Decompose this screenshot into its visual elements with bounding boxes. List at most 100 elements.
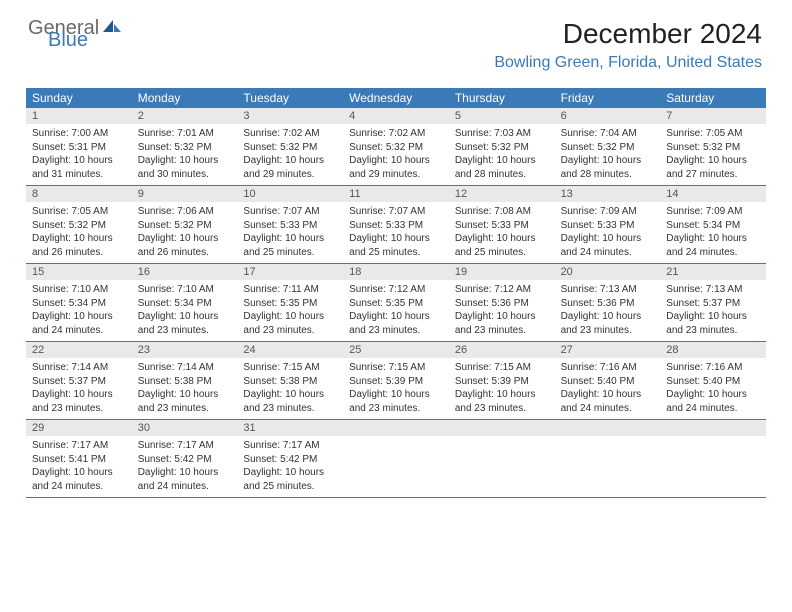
sunrise-text: Sunrise: 7:09 AM	[561, 205, 655, 219]
logo-text-blue: Blue	[48, 31, 123, 49]
sunset-text: Sunset: 5:32 PM	[32, 219, 126, 233]
week-row: 8Sunrise: 7:05 AMSunset: 5:32 PMDaylight…	[26, 186, 766, 264]
sunrise-text: Sunrise: 7:04 AM	[561, 127, 655, 141]
day-header-friday: Friday	[555, 88, 661, 108]
calendar-cell: 28Sunrise: 7:16 AMSunset: 5:40 PMDayligh…	[660, 342, 766, 419]
day-number: 28	[660, 342, 766, 358]
day-number: 11	[343, 186, 449, 202]
day-body: Sunrise: 7:16 AMSunset: 5:40 PMDaylight:…	[660, 358, 766, 419]
day-number: 14	[660, 186, 766, 202]
daylight-text: Daylight: 10 hours and 25 minutes.	[455, 232, 549, 259]
week-row: 15Sunrise: 7:10 AMSunset: 5:34 PMDayligh…	[26, 264, 766, 342]
day-number: 26	[449, 342, 555, 358]
sunrise-text: Sunrise: 7:16 AM	[561, 361, 655, 375]
day-body: Sunrise: 7:05 AMSunset: 5:32 PMDaylight:…	[26, 202, 132, 263]
sunrise-text: Sunrise: 7:17 AM	[138, 439, 232, 453]
week-row: 29Sunrise: 7:17 AMSunset: 5:41 PMDayligh…	[26, 420, 766, 498]
calendar-cell: 1Sunrise: 7:00 AMSunset: 5:31 PMDaylight…	[26, 108, 132, 185]
day-body: Sunrise: 7:06 AMSunset: 5:32 PMDaylight:…	[132, 202, 238, 263]
day-number: 16	[132, 264, 238, 280]
calendar-cell: 15Sunrise: 7:10 AMSunset: 5:34 PMDayligh…	[26, 264, 132, 341]
sunset-text: Sunset: 5:33 PM	[243, 219, 337, 233]
sunrise-text: Sunrise: 7:11 AM	[243, 283, 337, 297]
day-body: Sunrise: 7:10 AMSunset: 5:34 PMDaylight:…	[26, 280, 132, 341]
calendar-cell: 4Sunrise: 7:02 AMSunset: 5:32 PMDaylight…	[343, 108, 449, 185]
sunset-text: Sunset: 5:32 PM	[666, 141, 760, 155]
day-body	[343, 436, 449, 443]
day-header-sunday: Sunday	[26, 88, 132, 108]
day-number: 6	[555, 108, 661, 124]
sunset-text: Sunset: 5:34 PM	[32, 297, 126, 311]
sunrise-text: Sunrise: 7:15 AM	[455, 361, 549, 375]
daylight-text: Daylight: 10 hours and 24 minutes.	[561, 232, 655, 259]
sunrise-text: Sunrise: 7:05 AM	[666, 127, 760, 141]
day-number: 20	[555, 264, 661, 280]
daylight-text: Daylight: 10 hours and 23 minutes.	[561, 310, 655, 337]
sunset-text: Sunset: 5:31 PM	[32, 141, 126, 155]
day-body: Sunrise: 7:14 AMSunset: 5:38 PMDaylight:…	[132, 358, 238, 419]
day-body: Sunrise: 7:02 AMSunset: 5:32 PMDaylight:…	[343, 124, 449, 185]
calendar-cell: 21Sunrise: 7:13 AMSunset: 5:37 PMDayligh…	[660, 264, 766, 341]
day-number: 5	[449, 108, 555, 124]
day-body: Sunrise: 7:01 AMSunset: 5:32 PMDaylight:…	[132, 124, 238, 185]
sunrise-text: Sunrise: 7:10 AM	[32, 283, 126, 297]
day-header-thursday: Thursday	[449, 88, 555, 108]
calendar-cell: 29Sunrise: 7:17 AMSunset: 5:41 PMDayligh…	[26, 420, 132, 497]
day-body: Sunrise: 7:17 AMSunset: 5:41 PMDaylight:…	[26, 436, 132, 497]
sunset-text: Sunset: 5:38 PM	[243, 375, 337, 389]
logo: General Blue	[28, 18, 123, 49]
daylight-text: Daylight: 10 hours and 23 minutes.	[349, 310, 443, 337]
day-number: 30	[132, 420, 238, 436]
calendar-cell: 7Sunrise: 7:05 AMSunset: 5:32 PMDaylight…	[660, 108, 766, 185]
day-body: Sunrise: 7:13 AMSunset: 5:36 PMDaylight:…	[555, 280, 661, 341]
calendar-cell: 5Sunrise: 7:03 AMSunset: 5:32 PMDaylight…	[449, 108, 555, 185]
calendar-cell: 17Sunrise: 7:11 AMSunset: 5:35 PMDayligh…	[237, 264, 343, 341]
week-row: 22Sunrise: 7:14 AMSunset: 5:37 PMDayligh…	[26, 342, 766, 420]
day-number: 13	[555, 186, 661, 202]
calendar-cell: 2Sunrise: 7:01 AMSunset: 5:32 PMDaylight…	[132, 108, 238, 185]
calendar-cell	[449, 420, 555, 497]
day-body: Sunrise: 7:08 AMSunset: 5:33 PMDaylight:…	[449, 202, 555, 263]
daylight-text: Daylight: 10 hours and 23 minutes.	[138, 388, 232, 415]
sunset-text: Sunset: 5:42 PM	[138, 453, 232, 467]
calendar-cell: 13 Sunrise: 7:09 AMSunset: 5:33 PMDayligh…	[555, 186, 661, 263]
calendar-cell	[660, 420, 766, 497]
daylight-text: Daylight: 10 hours and 24 minutes.	[138, 466, 232, 493]
sunrise-text: Sunrise: 7:17 AM	[243, 439, 337, 453]
sunset-text: Sunset: 5:33 PM	[561, 219, 655, 233]
daylight-text: Daylight: 10 hours and 25 minutes.	[349, 232, 443, 259]
daylight-text: Daylight: 10 hours and 26 minutes.	[138, 232, 232, 259]
calendar-cell: 12Sunrise: 7:08 AMSunset: 5:33 PMDayligh…	[449, 186, 555, 263]
sunrise-text: Sunrise: 7:03 AM	[455, 127, 549, 141]
day-body: Sunrise: 7:00 AMSunset: 5:31 PMDaylight:…	[26, 124, 132, 185]
day-body: Sunrise: 7:10 AMSunset: 5:34 PMDaylight:…	[132, 280, 238, 341]
daylight-text: Daylight: 10 hours and 23 minutes.	[666, 310, 760, 337]
sunset-text: Sunset: 5:41 PM	[32, 453, 126, 467]
calendar-cell	[343, 420, 449, 497]
sunrise-text: Sunrise: 7:07 AM	[349, 205, 443, 219]
sunrise-text: Sunrise: 7:09 AM	[666, 205, 760, 219]
sunset-text: Sunset: 5:40 PM	[666, 375, 760, 389]
calendar-cell: 27Sunrise: 7:16 AMSunset: 5:40 PMDayligh…	[555, 342, 661, 419]
day-body	[660, 436, 766, 443]
daylight-text: Daylight: 10 hours and 25 minutes.	[243, 466, 337, 493]
calendar-cell: 22Sunrise: 7:14 AMSunset: 5:37 PMDayligh…	[26, 342, 132, 419]
daylight-text: Daylight: 10 hours and 23 minutes.	[455, 310, 549, 337]
daylight-text: Daylight: 10 hours and 29 minutes.	[349, 154, 443, 181]
sunrise-text: Sunrise: 7:08 AM	[455, 205, 549, 219]
day-number: 19	[449, 264, 555, 280]
day-number: 18	[343, 264, 449, 280]
sunrise-text: Sunrise: 7:01 AM	[138, 127, 232, 141]
day-number: 21	[660, 264, 766, 280]
calendar-cell: 16Sunrise: 7:10 AMSunset: 5:34 PMDayligh…	[132, 264, 238, 341]
day-number	[343, 420, 449, 436]
calendar-cell	[555, 420, 661, 497]
sunset-text: Sunset: 5:38 PM	[138, 375, 232, 389]
sunrise-text: Sunrise: 7:17 AM	[32, 439, 126, 453]
day-number: 1	[26, 108, 132, 124]
day-body: Sunrise: 7:13 AMSunset: 5:37 PMDaylight:…	[660, 280, 766, 341]
week-row: 1Sunrise: 7:00 AMSunset: 5:31 PMDaylight…	[26, 108, 766, 186]
calendar-cell: 25Sunrise: 7:15 AMSunset: 5:39 PMDayligh…	[343, 342, 449, 419]
calendar-cell: 23Sunrise: 7:14 AMSunset: 5:38 PMDayligh…	[132, 342, 238, 419]
sunrise-text: Sunrise: 7:14 AM	[138, 361, 232, 375]
